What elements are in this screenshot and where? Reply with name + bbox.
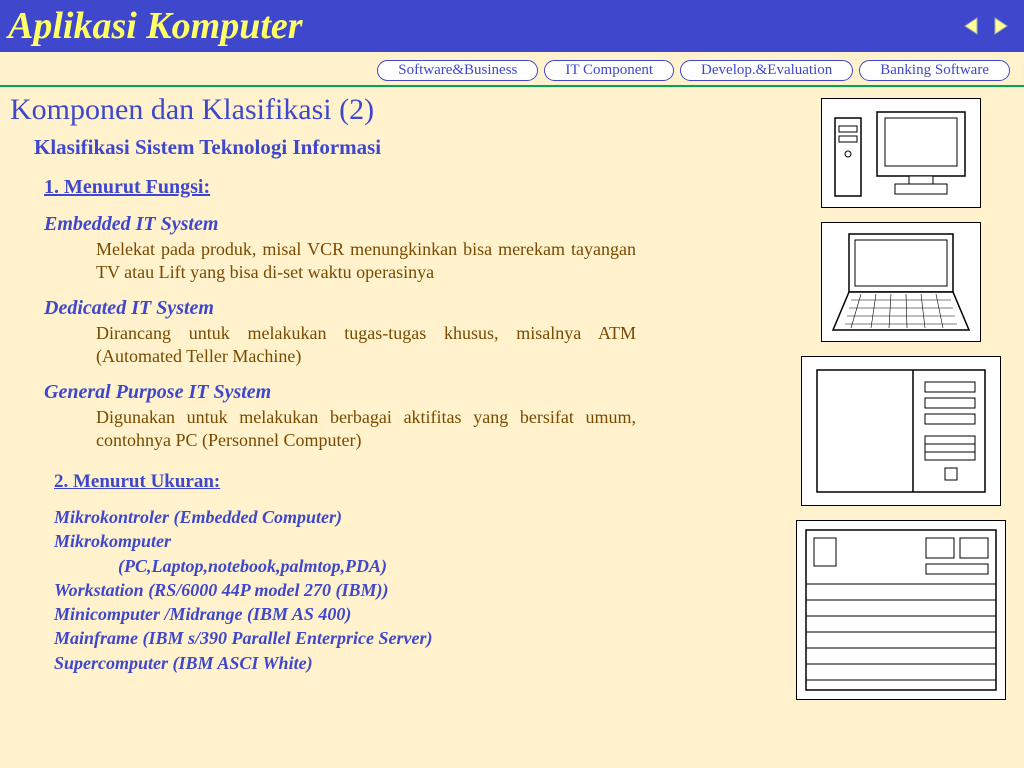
server-tower-icon <box>801 356 1001 506</box>
app-title: Aplikasi Komputer <box>8 4 303 48</box>
next-arrow-icon[interactable] <box>988 14 1012 38</box>
tab-banking-software[interactable]: Banking Software <box>859 60 1010 81</box>
desktop-pc-icon <box>821 98 981 208</box>
laptop-icon <box>821 222 981 342</box>
tab-it-component[interactable]: IT Component <box>544 60 674 81</box>
item-dedicated: Dedicated IT System Dirancang untuk mela… <box>44 297 644 367</box>
item-title: General Purpose IT System <box>44 381 644 404</box>
illustrations <box>796 98 1006 700</box>
item-general: General Purpose IT System Digunakan untu… <box>44 381 644 451</box>
tab-software-business[interactable]: Software&Business <box>377 60 538 81</box>
mainframe-icon <box>796 520 1006 700</box>
item-desc: Dirancang untuk melakukan tugas-tugas kh… <box>96 322 636 367</box>
tab-bar: Software&Business IT Component Develop.&… <box>0 52 1024 85</box>
nav-arrows <box>960 14 1012 38</box>
item-desc: Melekat pada produk, misal VCR menungkin… <box>96 238 636 283</box>
item-title: Dedicated IT System <box>44 297 644 320</box>
header: Aplikasi Komputer <box>0 0 1024 52</box>
tab-develop-evaluation[interactable]: Develop.&Evaluation <box>680 60 853 81</box>
item-title: Embedded IT System <box>44 213 644 236</box>
item-embedded: Embedded IT System Melekat pada produk, … <box>44 213 644 283</box>
prev-arrow-icon[interactable] <box>960 14 984 38</box>
item-desc: Digunakan untuk melakukan berbagai aktif… <box>96 406 636 451</box>
